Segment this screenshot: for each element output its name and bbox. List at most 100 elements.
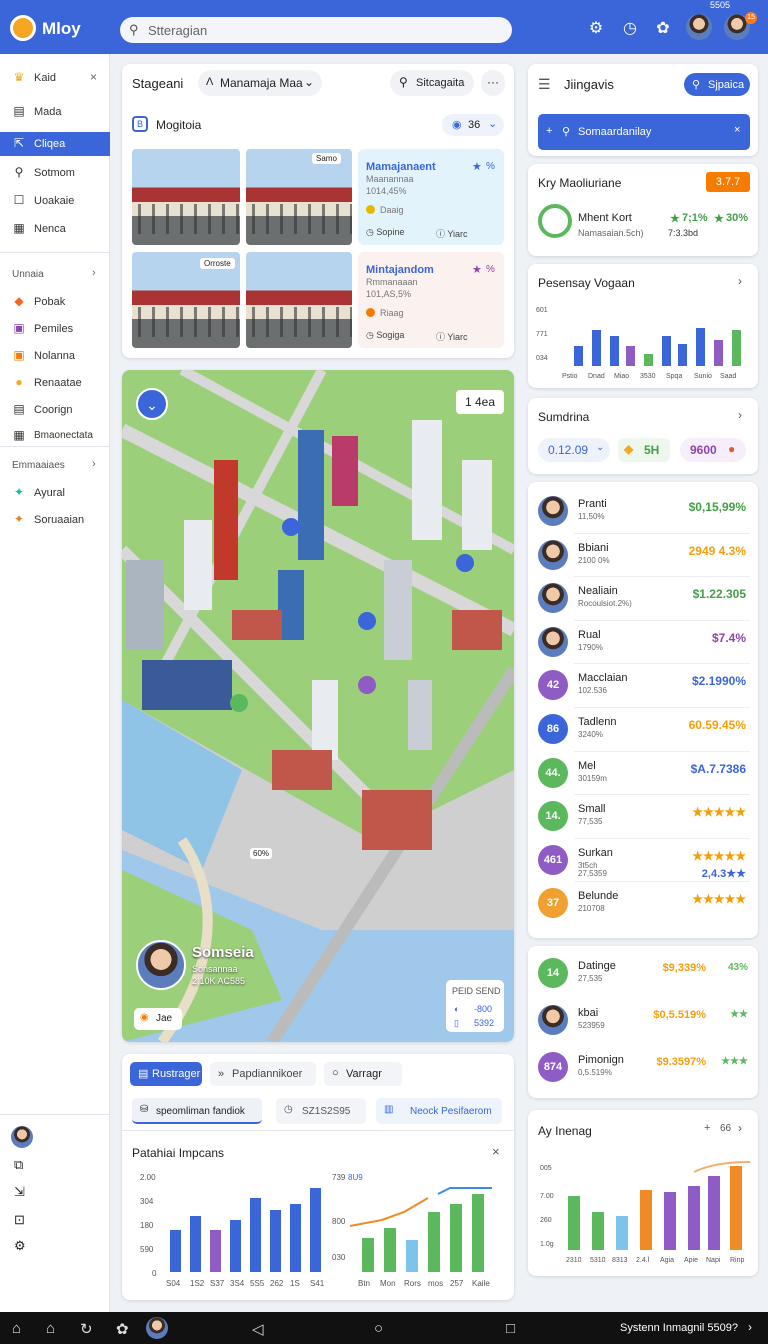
search-button[interactable]: ⚲ Sjpaica — [684, 73, 750, 96]
bar — [708, 1176, 720, 1250]
export-icon[interactable]: ⇲ — [14, 1184, 25, 1199]
list-item[interactable]: 37 Belunde 210708 ★★★★★ — [528, 882, 758, 926]
sidebar-item-ayural[interactable]: ✦ Ayural — [13, 485, 65, 499]
tab-rustrager[interactable]: ▤ Rustrager — [130, 1062, 202, 1086]
house-icon[interactable]: ⌂ — [46, 1320, 56, 1337]
list-item[interactable]: Pranti 11,50% $0,15,99% — [528, 490, 758, 534]
value-select[interactable]: 0.12.09 ⌄ — [538, 438, 610, 462]
chevron-right-icon[interactable]: › — [92, 267, 96, 279]
filter-field[interactable]: ⛁ speomliman fandiok — [132, 1098, 262, 1124]
chevron-right-icon[interactable]: › — [738, 408, 742, 422]
list-item[interactable]: 42 Macclaian 102.536 $2.1990% — [528, 664, 758, 708]
rank-avatar: 14. — [538, 801, 568, 832]
photo-thumbnail[interactable]: Samo — [246, 149, 352, 245]
sidebar-item-cliqea[interactable]: ⇱ Cliqea — [0, 132, 110, 156]
list-item[interactable]: Bbiani 2100 0% 2949 4.3% — [528, 534, 758, 578]
home-button-icon[interactable]: ○ — [374, 1320, 384, 1337]
search-icon: ⚲ — [129, 22, 139, 37]
map-pin[interactable] — [282, 518, 300, 536]
sidebar-item-kaid[interactable]: ♛ Kaid × — [13, 70, 98, 84]
close-icon[interactable]: × — [90, 70, 98, 84]
search-input[interactable]: ⚲ Stteragian — [120, 17, 512, 43]
view-dropdown[interactable]: Λ Manamaja Maa ⌄ — [198, 70, 322, 96]
sidebar-item-mada[interactable]: ▤ Mada — [13, 104, 62, 118]
chart-icon[interactable]: ⊡ — [14, 1212, 25, 1227]
city-map[interactable]: ⌄ 1 4ea 60% Somseia Sonsannaa 2,10K AC58… — [122, 370, 514, 1042]
rank-avatar: 42 — [538, 670, 568, 701]
sidebar-avatar[interactable] — [11, 1126, 33, 1148]
chevron-right-icon[interactable]: › — [92, 458, 96, 470]
y-tick: 601 — [536, 307, 548, 314]
chevron-right-icon[interactable]: › — [738, 1121, 742, 1135]
edit-icon[interactable]: ⧉ — [14, 1157, 24, 1172]
list-item[interactable]: 14 Datinge 27,535 $9,339% 43% — [528, 952, 758, 998]
sidebar-item-bmaonectata[interactable]: ▦ Bmaonectata — [13, 428, 93, 442]
search-icon: ⚲ — [399, 75, 408, 89]
list-item[interactable]: 874 Pimonign 0,5.519% $9.3597% ★★★ — [528, 1046, 758, 1092]
ayt-chart: 005 7.00 260 1.0g 2310 5310 8313 2.4.l A… — [540, 1161, 751, 1264]
list-item[interactable]: 86 Tadlenn 3240% 60.59.45% — [528, 708, 758, 752]
bar — [730, 1166, 742, 1250]
photo-thumbnail[interactable]: Orroste — [132, 252, 240, 348]
map-pin[interactable] — [358, 612, 376, 630]
gear-icon[interactable]: ✿ — [656, 20, 670, 37]
map-pin[interactable] — [230, 694, 248, 712]
profile-avatar[interactable] — [136, 940, 186, 990]
date-field[interactable]: ◷ SZ1S2S95 — [276, 1098, 366, 1124]
sidebar-item-sotmom[interactable]: ⚲ Sotmom — [0, 161, 110, 185]
photo-thumbnail[interactable] — [132, 149, 240, 245]
search-button[interactable]: ⚲ Sitcagaita — [390, 70, 474, 96]
map-tag[interactable]: ◉ Jae — [134, 1008, 182, 1030]
sidebar-item-uoakaie[interactable]: ☐ Uoakaie — [13, 193, 75, 207]
list-item[interactable]: Nealiain Rocoulsiot.2%) $1.22.305 — [528, 577, 758, 621]
map-pin[interactable] — [456, 554, 474, 572]
back-icon[interactable]: ◁ — [252, 1321, 264, 1338]
list-item[interactable]: 14. Small 77,535 ★★★★★ — [528, 795, 758, 839]
map-badge[interactable]: 1 4ea — [456, 390, 504, 414]
chip-purple[interactable]: 9600 ● — [680, 438, 746, 462]
sidebar-item-nenca[interactable]: ▦ Nenca — [13, 221, 66, 235]
list-item[interactable]: 44. Mel 30159m $A.7.7386 — [528, 752, 758, 796]
settings-icon[interactable]: ✿ — [116, 1321, 129, 1338]
sidebar-item-pobak[interactable]: ◆ Pobak — [0, 290, 110, 314]
close-icon[interactable]: × — [492, 1144, 500, 1159]
taskbar-avatar[interactable] — [146, 1317, 168, 1339]
more-button[interactable]: ··· — [481, 70, 505, 96]
list-item[interactable]: 461 Surkan 3t5ch ★★★★★ 27,5359 2,4.3★★ — [528, 839, 758, 883]
home-icon[interactable]: ⌂ — [12, 1320, 22, 1337]
list-item[interactable]: kbai 523959 $0,5.519% ★★ — [528, 999, 758, 1045]
chip-green[interactable]: ◆ 5H — [618, 438, 670, 462]
search-input[interactable]: + ⚲ Somaardanilay × — [538, 114, 750, 150]
refresh-icon[interactable]: ↻ — [80, 1321, 93, 1338]
check-field[interactable]: ▥ Neock Pesifaerom — [376, 1098, 502, 1124]
user-avatar[interactable] — [686, 14, 712, 40]
menu-icon[interactable]: ☰ — [538, 76, 551, 92]
info-card[interactable]: Mintajandom ★ % Rmmanaaan 101,AS,5% Riaa… — [358, 252, 504, 348]
photo-thumbnail[interactable] — [246, 252, 352, 348]
list-item[interactable]: Rual 1790% $7.4% — [528, 621, 758, 665]
sidebar-item-soruaaian[interactable]: ✦ Soruaaian — [13, 512, 85, 526]
chevron-right-icon[interactable]: › — [738, 274, 742, 288]
settings-icon[interactable]: ⚙ — [588, 20, 604, 37]
sidebar-item-coorign[interactable]: ▤ Coorign — [13, 402, 73, 416]
close-icon[interactable]: × — [734, 124, 741, 136]
sidebar-item-pemiles[interactable]: ▣ Pemiles — [13, 321, 74, 335]
chevron-right-icon[interactable]: › — [748, 1320, 752, 1334]
recents-icon[interactable]: □ — [506, 1320, 516, 1337]
chevron-down-icon[interactable]: ⌄ — [136, 388, 168, 420]
sidebar-item-nolanna[interactable]: ▣ Nolanna — [13, 348, 75, 362]
tab-varragr[interactable]: ○ Varragr — [324, 1062, 402, 1086]
board-icon: ▥ — [384, 1104, 394, 1115]
y-tick: 034 — [536, 355, 548, 362]
clock-icon[interactable]: ◷ — [623, 20, 637, 37]
map-icon: ◐ — [454, 1004, 460, 1014]
bar — [592, 330, 601, 366]
add-icon[interactable]: + — [704, 1122, 711, 1134]
x-tick: 2.4.l — [636, 1257, 650, 1264]
settings-icon[interactable]: ⚙ — [14, 1238, 26, 1253]
count-badge[interactable]: ◉ 36 ⌄ — [442, 114, 504, 136]
info-card[interactable]: Mamajanaent ★ % Maanannaa 1014,45% Daaig… — [358, 149, 504, 245]
tab-papdiannikoer[interactable]: » Papdiannikoer — [210, 1062, 316, 1086]
map-pin[interactable] — [358, 676, 376, 694]
sidebar-item-renaatae[interactable]: ● Renaatae — [0, 371, 110, 395]
